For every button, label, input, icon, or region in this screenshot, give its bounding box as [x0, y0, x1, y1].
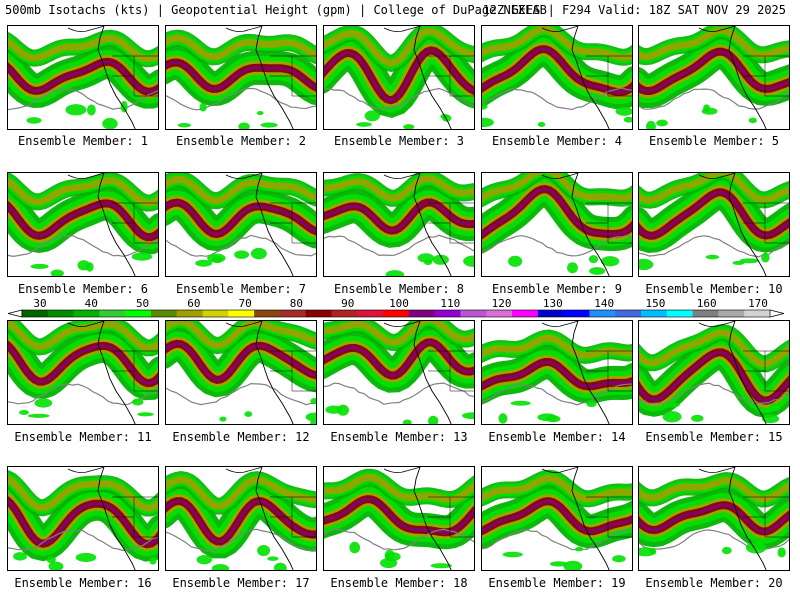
colorbar-swatch: [641, 310, 668, 317]
colorbar-swatch: [692, 310, 719, 317]
colorbar-swatch: [125, 310, 152, 317]
ensemble-member-label: Ensemble Member: 10: [645, 282, 783, 296]
colorbar-swatch: [202, 310, 229, 317]
colorbar-swatch: [305, 310, 332, 317]
colorbar-swatch: [331, 310, 358, 317]
ensemble-member-label: Ensemble Member: 4: [491, 134, 623, 148]
ensemble-member-map: [165, 466, 317, 571]
ensemble-member-label: Ensemble Member: 16: [14, 576, 152, 590]
ensemble-member-map: [481, 466, 633, 571]
colorbar-tick-label: 150: [645, 297, 665, 310]
ensemble-member-label: Ensemble Member: 8: [333, 282, 465, 296]
ensemble-member-label: Ensemble Member: 9: [491, 282, 623, 296]
colorbar-tick-label: 40: [85, 297, 98, 310]
ensemble-member-label: Ensemble Member: 2: [175, 134, 307, 148]
ensemble-member-map: [481, 320, 633, 425]
ensemble-member-label: Ensemble Member: 17: [172, 576, 310, 590]
ensemble-member-label: Ensemble Member: 1: [17, 134, 149, 148]
ensemble-member-label: Ensemble Member: 15: [645, 430, 783, 444]
ensemble-member-label: Ensemble Member: 12: [172, 430, 310, 444]
ensemble-member-label: Ensemble Member: 11: [14, 430, 152, 444]
ensemble-member-label: Ensemble Member: 6: [17, 282, 149, 296]
colorbar-tick-label: 90: [341, 297, 354, 310]
colorbar-swatch: [512, 310, 539, 317]
ensemble-member-label: Ensemble Member: 7: [175, 282, 307, 296]
colorbar-swatch: [47, 310, 74, 317]
colorbar-swatch: [434, 310, 461, 317]
ensemble-member-label: Ensemble Member: 13: [330, 430, 468, 444]
colorbar-arrow-right: [769, 309, 785, 318]
ensemble-member-map: [638, 320, 790, 425]
colorbar-swatch: [73, 310, 100, 317]
colorbar-swatch: [744, 310, 771, 317]
colorbar-swatch: [254, 310, 281, 317]
colorbar-tick-label: 70: [239, 297, 252, 310]
colorbar-swatch: [460, 310, 487, 317]
ensemble-member-label: Ensemble Member: 18: [330, 576, 468, 590]
ensemble-member-map: [7, 172, 159, 277]
ensemble-member-map: [638, 25, 790, 130]
colorbar-swatch: [589, 310, 616, 317]
colorbar-tick-label: 130: [543, 297, 563, 310]
colorbar-swatch: [666, 310, 694, 317]
colorbar-swatch: [408, 310, 436, 317]
colorbar-swatch: [357, 310, 384, 317]
colorbar-swatch: [22, 310, 49, 317]
ensemble-member-label: Ensemble Member: 19: [488, 576, 626, 590]
ensemble-member-map: [323, 320, 475, 425]
ensemble-member-label: Ensemble Member: 20: [645, 576, 783, 590]
colorbar-swatch: [537, 310, 565, 317]
colorbar-tick-label: 140: [594, 297, 614, 310]
colorbar-arrow-left: [7, 309, 23, 318]
ensemble-member-map: [481, 25, 633, 130]
colorbar-tick-label: 110: [440, 297, 460, 310]
colorbar-tick-label: 50: [136, 297, 149, 310]
ensemble-member-label: Ensemble Member: 14: [488, 430, 626, 444]
colorbar-tick-label: 100: [389, 297, 409, 310]
ensemble-member-map: [481, 172, 633, 277]
colorbar-swatch: [150, 310, 178, 317]
colorbar-tick-label: 120: [492, 297, 512, 310]
ensemble-member-map: [7, 320, 159, 425]
colorbar-swatch: [279, 310, 307, 317]
ensemble-member-map: [7, 25, 159, 130]
product-title: 500mb Isotachs (kts) | Geopotential Heig…: [5, 3, 547, 17]
colorbar-tick-label: 170: [748, 297, 768, 310]
ensemble-member-label: Ensemble Member: 3: [333, 134, 465, 148]
ensemble-member-map: [165, 172, 317, 277]
colorbar-tick-label: 60: [187, 297, 200, 310]
isotach-colorbar: 30 40 50 60 70 80 90 100 110 120 130 140 150 160 170: [7, 297, 785, 318]
colorbar-swatch: [563, 310, 590, 317]
map-header: 500mb Isotachs (kts) | Geopotential Heig…: [0, 0, 800, 22]
ensemble-member-map: [638, 466, 790, 571]
colorbar-swatch: [718, 310, 745, 317]
colorbar-swatch: [176, 310, 203, 317]
ensemble-member-map: [165, 25, 317, 130]
ensemble-member-map: [323, 25, 475, 130]
colorbar-swatch: [99, 310, 126, 317]
ensemble-member-map: [323, 466, 475, 571]
ensemble-member-map: [638, 172, 790, 277]
ensemble-member-label: Ensemble Member: 5: [648, 134, 780, 148]
colorbar-tick-label: 80: [290, 297, 303, 310]
colorbar-tick-label: 160: [697, 297, 717, 310]
colorbar-tick-label: 30: [33, 297, 46, 310]
ensemble-member-map: [165, 320, 317, 425]
colorbar-swatch: [228, 310, 255, 317]
colorbar-swatch: [615, 310, 642, 317]
ensemble-member-map: [323, 172, 475, 277]
ensemble-member-map: [7, 466, 159, 571]
colorbar-swatch: [486, 310, 513, 317]
colorbar-swatch: [383, 310, 410, 317]
model-run-valid-time: 12Z GEFS | F294 Valid: 18Z SAT NOV 29 20…: [482, 3, 786, 17]
